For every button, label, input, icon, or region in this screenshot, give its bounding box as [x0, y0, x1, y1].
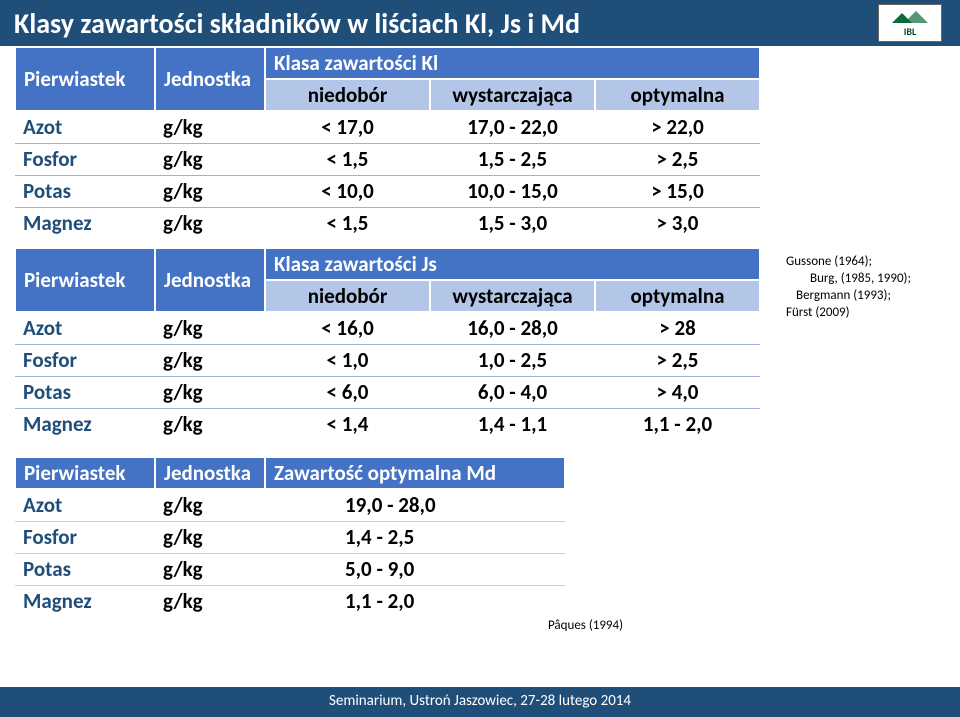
hdr-mid: wystarczająca [430, 79, 595, 111]
hdr-element: Pierwiastek [15, 248, 155, 312]
table-js: Pierwiastek Jednostka Klasa zawartości J… [14, 247, 761, 440]
table-kl: Pierwiastek Jednostka Klasa zawartości K… [14, 46, 761, 239]
hdr-element: Pierwiastek [15, 47, 155, 111]
table-row: Fosforg/kg< 1,51,5 - 2,5> 2,5 [15, 143, 760, 175]
table-row: Magnezg/kg1,1 - 2,0 [15, 585, 565, 617]
hdr-unit: Jednostka [155, 248, 265, 312]
table-row: Magnezg/kg< 1,51,5 - 3,0> 3,0 [15, 207, 760, 239]
hdr-unit: Jednostka [155, 47, 265, 111]
hdr-unit: Jednostka [155, 457, 265, 489]
table-row: Fosforg/kg1,4 - 2,5 [15, 521, 565, 553]
hdr-element: Pierwiastek [15, 457, 155, 489]
hdr-class-md: Zawartość optymalna Md [265, 457, 565, 489]
table-row: Magnezg/kg< 1,41,4 - 1,11,1 - 2,0 [15, 408, 760, 440]
logo-label: IBL [904, 25, 917, 38]
content-area: Pierwiastek Jednostka Klasa zawartości K… [0, 46, 960, 617]
hdr-mid: wystarczająca [430, 280, 595, 312]
hdr-class-js: Klasa zawartości Js [265, 248, 760, 280]
table-row: Azotg/kg< 17,017,0 - 22,0> 22,0 [15, 111, 760, 143]
citation-line: Fürst (2009) [786, 305, 936, 322]
citation-sources-1: Gussone (1964); Burg, (1985, 1990); Berg… [786, 254, 936, 322]
table-md: Pierwiastek Jednostka Zawartość optymaln… [14, 456, 566, 617]
footer-bar: Seminarium, Ustroń Jaszowiec, 27-28 lute… [0, 687, 960, 717]
table-row: Potasg/kg< 10,010,0 - 15,0> 15,0 [15, 175, 760, 207]
citation-line: Bergmann (1993); [786, 288, 936, 305]
table-row: Azotg/kg19,0 - 28,0 [15, 489, 565, 521]
hdr-high: optymalna [595, 79, 760, 111]
ibl-logo: IBL [878, 4, 942, 42]
table-row: Fosforg/kg< 1,01,0 - 2,5> 2,5 [15, 344, 760, 376]
table-row: Azotg/kg< 16,016,0 - 28,0> 28 [15, 312, 760, 344]
page-title: Klasy zawartości składników w liściach K… [0, 0, 960, 46]
citation-line: Burg, (1985, 1990); [786, 271, 936, 288]
citation-line: Gussone (1964); [786, 254, 936, 271]
hdr-high: optymalna [595, 280, 760, 312]
hdr-low: niedobór [265, 79, 430, 111]
table-row: Potasg/kg< 6,06,0 - 4,0> 4,0 [15, 376, 760, 408]
table-row: Potasg/kg5,0 - 9,0 [15, 553, 565, 585]
hdr-class-kl: Klasa zawartości Kl [265, 47, 760, 79]
footer-text: Seminarium, Ustroń Jaszowiec, 27-28 lute… [329, 692, 631, 710]
citation-sources-2: Pâques (1994) [548, 618, 623, 635]
title-text: Klasy zawartości składników w liściach K… [14, 6, 580, 41]
hdr-low: niedobór [265, 280, 430, 312]
